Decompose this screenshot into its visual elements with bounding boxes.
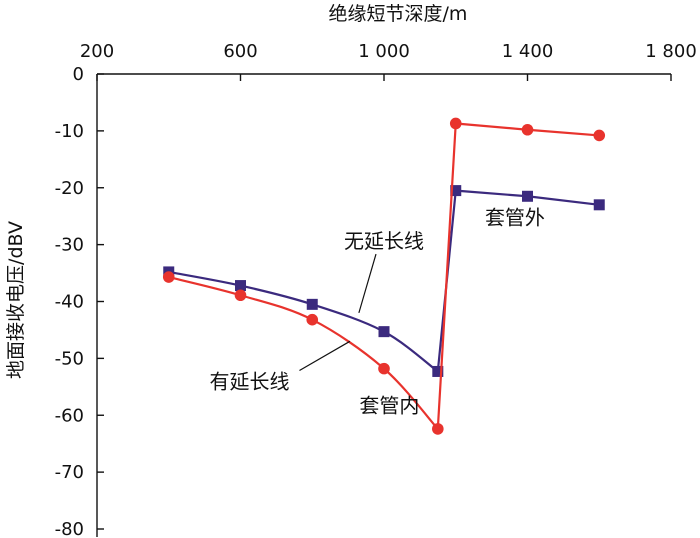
annotation-pointer bbox=[358, 253, 377, 314]
data-point bbox=[521, 123, 534, 136]
data-point bbox=[432, 423, 444, 435]
y-tick-label: -30 bbox=[55, 235, 84, 256]
y-tick-label: -10 bbox=[55, 121, 84, 142]
y-tick-label: -80 bbox=[55, 519, 84, 538]
data-point bbox=[449, 117, 462, 130]
data-point bbox=[522, 190, 533, 202]
data-point bbox=[235, 280, 246, 292]
data-point bbox=[593, 199, 605, 211]
data-point bbox=[306, 298, 318, 310]
y-tick-label: 0 bbox=[73, 64, 84, 85]
y-tick-label: -20 bbox=[55, 178, 84, 199]
x-tick-label: 1 800 bbox=[645, 41, 697, 62]
annotation-pointer bbox=[299, 340, 351, 372]
x-tick-label: 200 bbox=[80, 41, 114, 62]
data-point bbox=[593, 129, 606, 142]
x-axis-title: 绝缘短节深度/m bbox=[329, 3, 468, 25]
data-point bbox=[432, 365, 444, 377]
y-tick-label: -70 bbox=[55, 462, 84, 483]
y-tick-label: -40 bbox=[55, 292, 84, 313]
annotation-label: 无延长线 bbox=[344, 229, 424, 253]
annotation-label: 套管外 bbox=[485, 206, 545, 230]
series-line bbox=[436, 122, 600, 429]
data-point bbox=[162, 271, 175, 283]
axes: 200 600 1 000 1 400 1 800 0 -10 -20 -30 -40 -50 -60… bbox=[55, 41, 697, 538]
data-point bbox=[378, 326, 390, 338]
data-point bbox=[450, 185, 462, 197]
plot-area bbox=[162, 117, 606, 435]
x-tick-label: 1 400 bbox=[502, 41, 554, 62]
annotation-label: 有延长线 bbox=[209, 370, 289, 394]
y-tick-label: -50 bbox=[55, 348, 84, 369]
data-point bbox=[234, 289, 247, 302]
y-tick-label: -60 bbox=[55, 405, 84, 426]
data-point bbox=[378, 362, 390, 375]
data-point bbox=[306, 313, 319, 326]
annotation-label: 套管内 bbox=[359, 393, 419, 417]
x-tick-label: 1 000 bbox=[358, 41, 410, 62]
series-2 bbox=[162, 117, 606, 435]
y-axis-title: 地面接收电压/dBV bbox=[5, 221, 27, 379]
x-tick-label: 600 bbox=[223, 41, 257, 62]
